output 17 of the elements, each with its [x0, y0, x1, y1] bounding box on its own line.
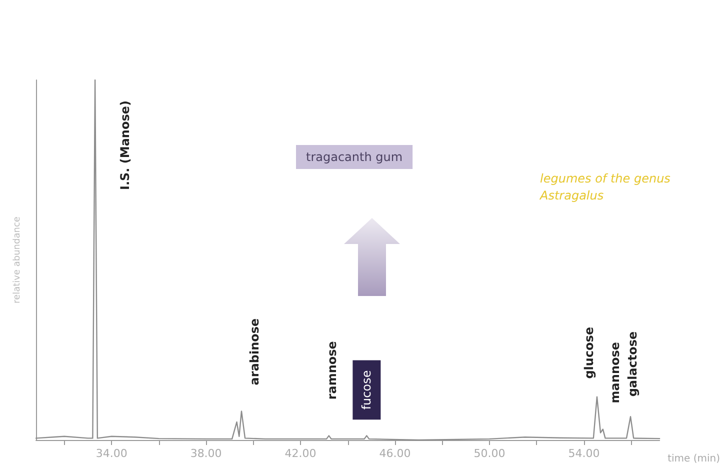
annotation: legumes of the genus Astragalus	[539, 172, 674, 202]
annotation: galactose	[626, 331, 640, 397]
x-tick-label: 50.00	[474, 447, 506, 460]
annotation: glucose	[582, 326, 596, 379]
annotation: fucose	[360, 370, 374, 410]
annotation: tragacanth gum	[306, 150, 403, 164]
x-tick-label: 46.00	[379, 447, 411, 460]
annotation: I.S. (Manose)	[118, 100, 132, 190]
annotation: arabinose	[247, 318, 262, 386]
annotation: mannose	[608, 342, 622, 404]
x-tick-label: 54.00	[568, 447, 600, 460]
x-tick-label: 34.00	[96, 447, 128, 460]
x-tick-label: 42.00	[284, 447, 316, 460]
annotation: ramnose	[324, 341, 339, 400]
x-axis-title: time (min)	[668, 454, 720, 464]
x-tick-label: 38.00	[190, 447, 222, 460]
y-axis-title: relative abundance	[12, 216, 22, 304]
